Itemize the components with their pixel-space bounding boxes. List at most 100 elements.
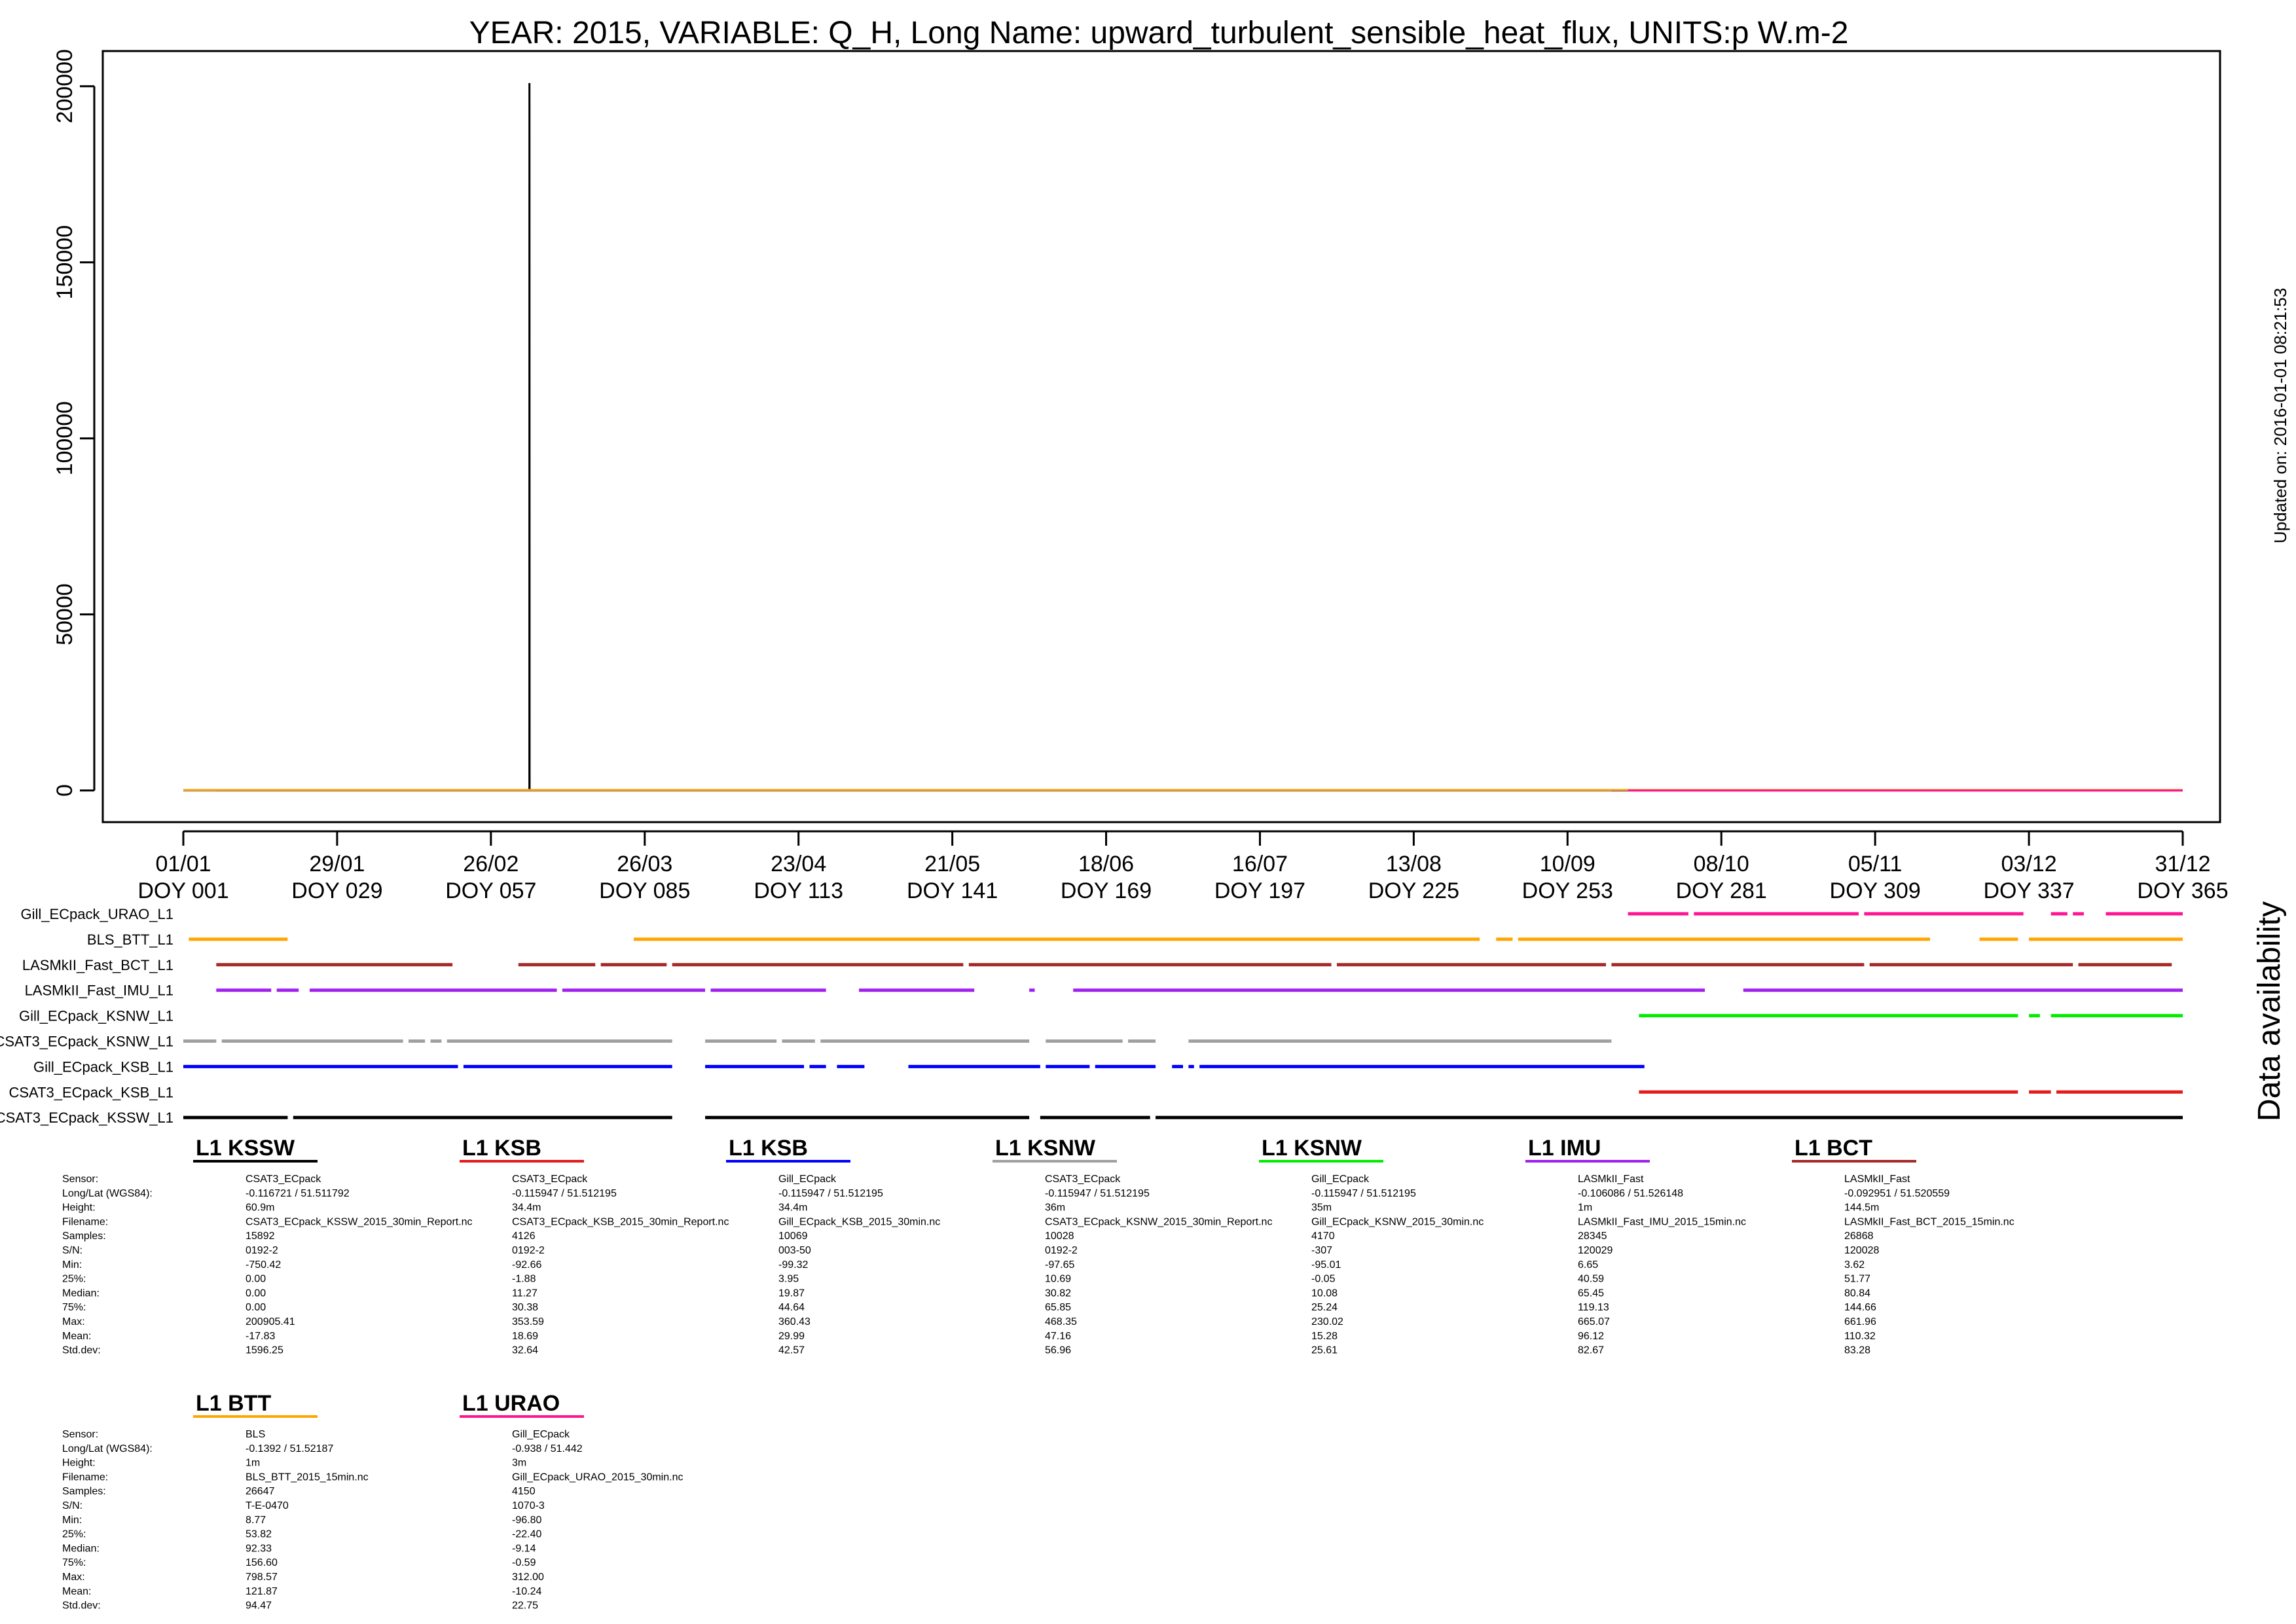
- stats-value: 15.28: [1311, 1331, 1338, 1342]
- plot-series: [183, 82, 2183, 792]
- stats-row-label: Std.dev:: [62, 1600, 101, 1612]
- stats-value: 30.38: [512, 1302, 538, 1313]
- stats-value: 35m: [1311, 1202, 1332, 1214]
- stats-value: -1.88: [512, 1274, 536, 1285]
- x-tick-date: 26/03: [617, 852, 672, 876]
- updated-note: Updated on: 2016-01-01 08:21:53: [2270, 288, 2290, 543]
- x-tick-doy: DOY 309: [1830, 878, 1921, 903]
- stats-row-label: Mean:: [62, 1586, 91, 1597]
- stats-row-label: Mean:: [62, 1331, 91, 1342]
- stats-row-label: Long/Lat (WGS84):: [62, 1443, 153, 1454]
- stats-value: 156.60: [246, 1557, 278, 1568]
- stats-value: BLS: [246, 1429, 265, 1440]
- stats-row-label: Sensor:: [62, 1429, 98, 1440]
- stats-row-label: Std.dev:: [62, 1345, 101, 1356]
- y-tick-label: 150000: [52, 225, 77, 299]
- stats-block: Sensor: CSAT3_ECpack Long/Lat (WGS84): -0.1…: [62, 1174, 473, 1356]
- stats-value: -97.65: [1045, 1259, 1074, 1271]
- stats-value: 82.67: [1578, 1345, 1604, 1356]
- stats-block-title: L1 KSSW: [196, 1136, 295, 1161]
- stats-block-title: L1 KSB: [462, 1136, 541, 1161]
- stats-value: 15892: [246, 1231, 275, 1242]
- stats-value: 144.5m: [1844, 1202, 1879, 1214]
- stats-value: -92.66: [512, 1259, 541, 1271]
- x-tick-date: 03/12: [2001, 852, 2057, 876]
- x-tick-doy: DOY 057: [445, 878, 536, 903]
- stats-value: 19.87: [778, 1288, 805, 1299]
- x-tick-doy: DOY 281: [1676, 878, 1767, 903]
- stats-row-label: Filename:: [62, 1471, 108, 1483]
- stats-value: -750.42: [246, 1259, 281, 1271]
- y-tick-label: 100000: [52, 401, 77, 475]
- stats-value: 1m: [246, 1458, 260, 1469]
- stats-value: LASMkII_Fast_BCT_2015_15min.nc: [1844, 1216, 2014, 1227]
- stats-value: 798.57: [246, 1572, 278, 1583]
- stats-value: 360.43: [778, 1316, 811, 1327]
- stats-value: 6.65: [1578, 1259, 1598, 1271]
- x-tick-date: 31/12: [2155, 852, 2210, 876]
- x-tick-date: 23/04: [771, 852, 826, 876]
- stats-row-label: Median:: [62, 1288, 100, 1299]
- stats-value: 0.00: [246, 1274, 266, 1285]
- stats-row-label: Filename:: [62, 1216, 108, 1227]
- stats-value: 26868: [1844, 1231, 1874, 1242]
- stats-value: -10.24: [512, 1586, 541, 1597]
- stats-value: 353.59: [512, 1316, 544, 1327]
- x-tick-doy: DOY 113: [754, 878, 843, 903]
- stats-value: 0.00: [246, 1288, 266, 1299]
- stats-value: 42.57: [778, 1345, 805, 1356]
- stats-value: 26647: [246, 1486, 275, 1497]
- plot-frame: [101, 50, 2221, 823]
- stats-value: 92.33: [246, 1543, 272, 1554]
- stats-block: Gill_ECpack -0.115947 / 51.512195 35m Gill_…: [1311, 1174, 1484, 1356]
- y-tick-label: 0: [52, 784, 77, 797]
- stats-value: 22.75: [512, 1600, 538, 1612]
- stats-value: 44.64: [778, 1302, 805, 1313]
- stats-block-title: L1 KSB: [729, 1136, 808, 1161]
- stats-value: T-E-0470: [246, 1500, 289, 1511]
- stats-block-title: L1 IMU: [1528, 1136, 1601, 1161]
- stats-value: 200905.41: [246, 1316, 295, 1327]
- stats-value: 0192-2: [512, 1245, 545, 1256]
- stats-value: 120028: [1844, 1245, 1879, 1256]
- stats-row-label: Samples:: [62, 1231, 106, 1242]
- x-tick-date: 05/11: [1848, 852, 1903, 876]
- stats-value: -0.938 / 51.442: [512, 1443, 583, 1454]
- stats-block: Sensor: BLS Long/Lat (WGS84): -0.1392 / 51.…: [62, 1429, 369, 1612]
- stats-value: 25.24: [1311, 1302, 1338, 1313]
- availability-row-label: Gill_ECpack_URAO_L1: [20, 906, 173, 922]
- stats-value: 8.77: [246, 1515, 266, 1526]
- x-tick-date: 08/10: [1694, 852, 1749, 876]
- stats-value: 3.95: [778, 1274, 799, 1285]
- stats-value: 110.32: [1844, 1331, 1876, 1342]
- availability-panel: Gill_ECpack_URAO_L1 BLS_BTT_L1 LASMkII_Fas…: [0, 906, 2183, 1126]
- x-tick-date: 10/09: [1540, 852, 1595, 876]
- stats-value: 30.82: [1045, 1288, 1071, 1299]
- stats-value: 65.45: [1578, 1288, 1604, 1299]
- stats-value: -0.115947 / 51.512195: [512, 1188, 617, 1199]
- stats-value: LASMkII_Fast: [1578, 1174, 1644, 1185]
- stats-row-label: S/N:: [62, 1245, 82, 1256]
- stats-row-label: Min:: [62, 1259, 82, 1271]
- availability-row-label: Gill_ECpack_KSNW_L1: [19, 1008, 173, 1024]
- x-tick-date: 21/05: [924, 852, 980, 876]
- stats-value: -0.115947 / 51.512195: [1311, 1188, 1416, 1199]
- stats-value: 96.12: [1578, 1331, 1604, 1342]
- availability-row-label: CSAT3_ECpack_KSSW_L1: [0, 1110, 173, 1126]
- stats-block: Gill_ECpack -0.938 / 51.442 3m Gill_ECpack_…: [512, 1429, 683, 1612]
- stats-value: 25.61: [1311, 1345, 1338, 1356]
- stats-value: 29.99: [778, 1331, 805, 1342]
- stats-value: -0.115947 / 51.512195: [778, 1188, 883, 1199]
- stats-row-label: 75%:: [62, 1557, 86, 1568]
- stats-value: BLS_BTT_2015_15min.nc: [246, 1471, 369, 1483]
- stats-block-title: L1 KSNW: [1262, 1136, 1362, 1161]
- availability-row-label: LASMkII_Fast_BCT_L1: [22, 957, 173, 973]
- stats-value: 0192-2: [1045, 1245, 1078, 1256]
- stats-value: 144.66: [1844, 1302, 1876, 1313]
- x-tick-doy: DOY 197: [1214, 878, 1305, 903]
- stats-value: 18.69: [512, 1331, 538, 1342]
- stats-block: CSAT3_ECpack -0.115947 / 51.512195 36m CSAT…: [1045, 1174, 1272, 1356]
- stats-value: 53.82: [246, 1529, 272, 1540]
- stats-block-title: L1 BCT: [1795, 1136, 1872, 1161]
- stats-row-label: 75%:: [62, 1302, 86, 1313]
